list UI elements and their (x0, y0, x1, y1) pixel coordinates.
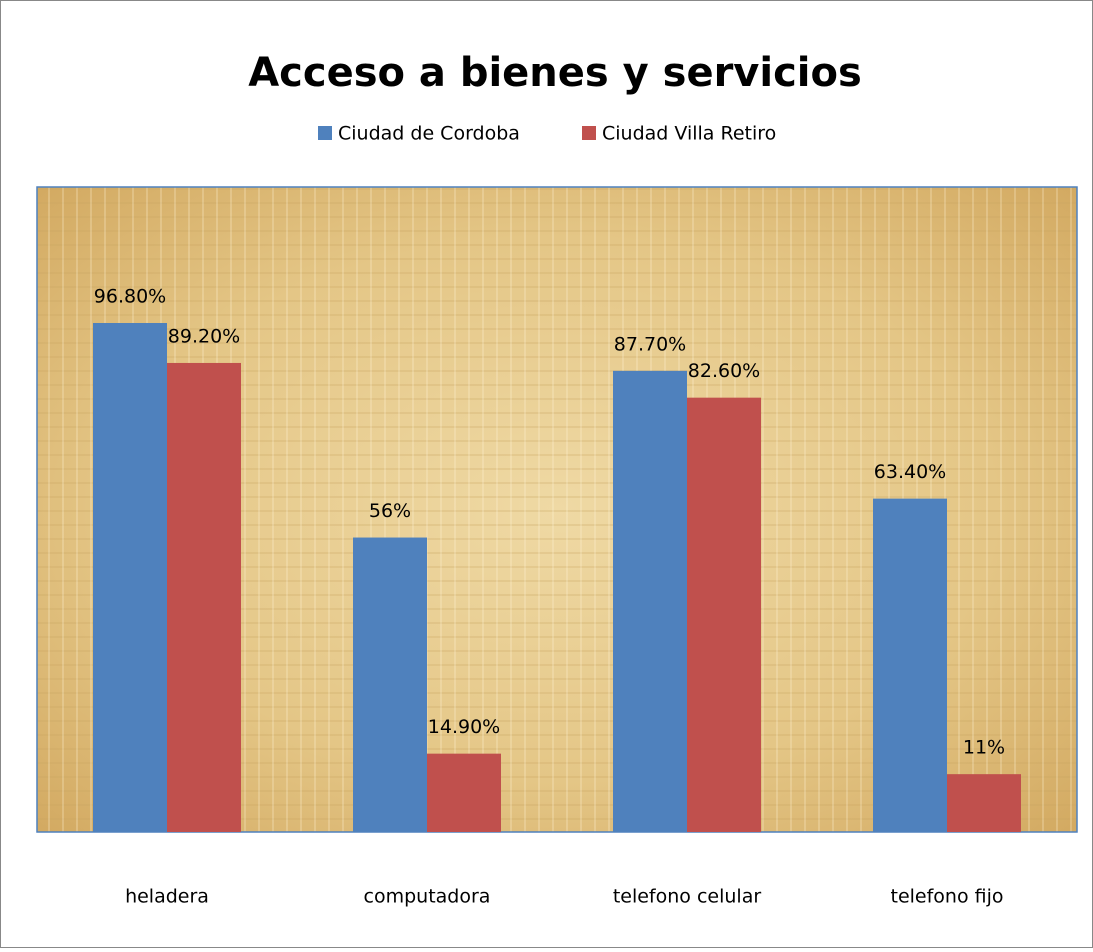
bar (873, 498, 947, 832)
value-label: 63.40% (874, 461, 946, 483)
value-label: 11% (963, 737, 1005, 759)
bar (687, 397, 761, 832)
bar (93, 322, 167, 832)
legend-swatch (582, 126, 596, 140)
legend-label: Ciudad Villa Retiro (602, 123, 776, 145)
value-label: 96.80% (94, 285, 166, 307)
legend-swatch (318, 126, 332, 140)
x-tick-label: computadora (364, 886, 491, 908)
bar (353, 537, 427, 832)
chart-title: Acceso a bienes y servicios (248, 50, 862, 96)
value-label: 89.20% (168, 325, 240, 347)
value-label: 56% (369, 500, 411, 522)
bar (613, 370, 687, 832)
legend-label: Ciudad de Cordoba (338, 123, 520, 145)
value-label: 82.60% (688, 360, 760, 382)
value-label: 14.90% (428, 716, 500, 738)
x-tick-label: telefono fijo (891, 886, 1004, 908)
bar (947, 774, 1021, 832)
bar (167, 362, 241, 832)
value-label: 87.70% (614, 333, 686, 355)
x-tick-label: heladera (125, 886, 209, 908)
x-tick-label: telefono celular (613, 886, 762, 908)
bar (427, 753, 501, 832)
